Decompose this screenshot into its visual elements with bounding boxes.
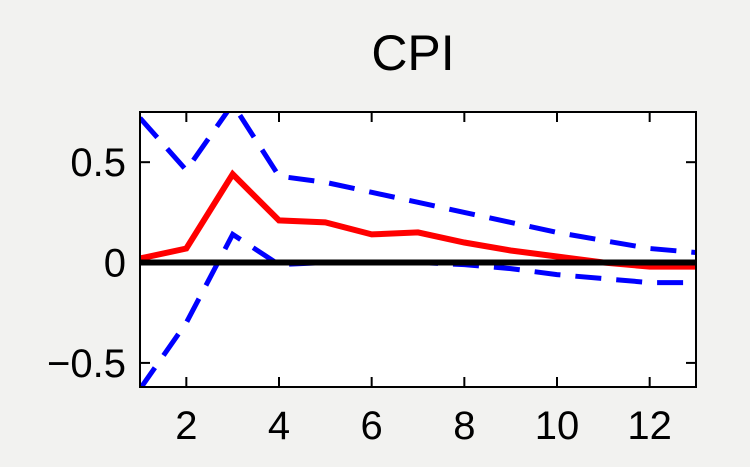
axes-frame bbox=[139, 111, 697, 388]
series-upper-band-line bbox=[140, 112, 696, 255]
x-tick-label: 2 bbox=[175, 404, 197, 448]
x-tick-label: 6 bbox=[361, 404, 383, 448]
chart-title: CPI bbox=[371, 25, 454, 81]
y-tick-label: 0 bbox=[104, 242, 126, 286]
x-tick-label: 10 bbox=[535, 404, 580, 448]
x-tick-label: 4 bbox=[268, 404, 290, 448]
x-tick-label: 8 bbox=[453, 404, 475, 448]
y-tick-label: −0.5 bbox=[47, 342, 126, 386]
y-tick-label: 0.5 bbox=[70, 141, 126, 185]
plot-area bbox=[140, 112, 696, 387]
x-tick-label: 12 bbox=[627, 404, 672, 448]
